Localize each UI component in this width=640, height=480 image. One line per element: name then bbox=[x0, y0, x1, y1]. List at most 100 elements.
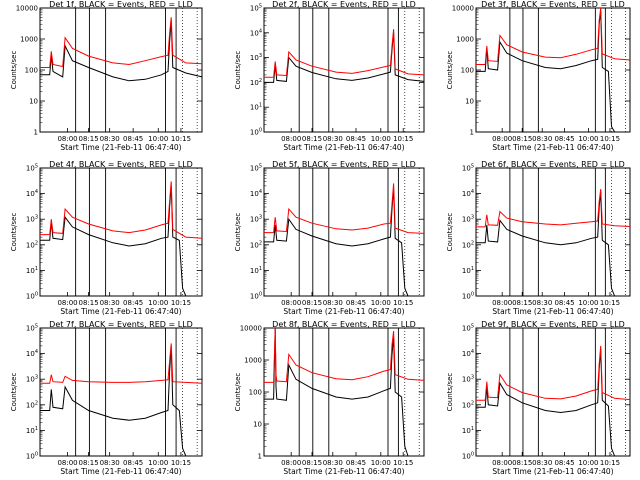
y-axis-label: Counts/sec bbox=[10, 213, 18, 252]
events-series-line bbox=[476, 10, 616, 133]
x-tick-label: 08:15 bbox=[302, 135, 322, 143]
x-tick-label: 08:45 bbox=[123, 459, 143, 467]
y-axis-label: Counts/sec bbox=[234, 213, 242, 252]
y-tick-label: 1000 bbox=[456, 36, 474, 44]
x-tick-label: 08:45 bbox=[554, 299, 574, 307]
y-tick-label: 1000 bbox=[244, 357, 262, 365]
y-tick-label: 103 bbox=[462, 375, 474, 384]
lld-series-line bbox=[264, 29, 425, 78]
x-tick-label: 10:00 bbox=[371, 459, 391, 467]
x-axis-label: Start Time (21-Feb-11 06:47:40) bbox=[283, 307, 404, 316]
y-tick-label: 100 bbox=[250, 128, 262, 137]
panel-6: 100 101 102 103 104 105 08:00 08:15 08:30 08:45 10… bbox=[446, 160, 631, 316]
panel-title: Det 6f, BLACK = Events, RED = LLD bbox=[481, 160, 625, 169]
panel-title: Det 1f, BLACK = Events, RED = LLD bbox=[49, 0, 193, 9]
y-tick-label: 100 bbox=[26, 292, 38, 301]
y-tick-label: 105 bbox=[26, 164, 38, 173]
x-tick-label: 10:15 bbox=[171, 299, 191, 307]
x-tick-label: 08:00 bbox=[281, 135, 301, 143]
x-tick-label: 08:00 bbox=[281, 459, 301, 467]
x-tick-label: 08:30 bbox=[100, 299, 120, 307]
x-tick-label: 10:15 bbox=[600, 299, 620, 307]
x-tick-label: 08:45 bbox=[123, 299, 143, 307]
x-tick-label: 10:00 bbox=[578, 459, 598, 467]
plot-frame bbox=[263, 327, 425, 457]
y-tick-label: 100 bbox=[249, 389, 262, 397]
x-tick-label: 08:00 bbox=[57, 459, 77, 467]
x-tick-label: 08:15 bbox=[302, 299, 322, 307]
x-axis-label: Start Time (21-Feb-11 06:47:40) bbox=[60, 307, 181, 316]
y-tick-label: 101 bbox=[250, 103, 262, 112]
plot-frame bbox=[39, 327, 203, 457]
x-tick-label: 08:00 bbox=[57, 135, 77, 143]
x-tick-label: 08:30 bbox=[532, 299, 552, 307]
y-tick-label: 1 bbox=[34, 129, 38, 137]
panel-title: Det 3f, BLACK = Events, RED = LLD bbox=[481, 0, 625, 9]
panel-9: 100 101 102 103 104 105 08:00 08:15 08:30 08:45 10… bbox=[446, 320, 631, 476]
x-tick-label: 08:45 bbox=[346, 459, 366, 467]
x-tick-label: 08:15 bbox=[79, 299, 99, 307]
y-tick-label: 100 bbox=[462, 292, 474, 301]
x-axis-label: Start Time (21-Feb-11 06:47:40) bbox=[492, 143, 613, 152]
x-axis-label: Start Time (21-Feb-11 06:47:40) bbox=[60, 143, 181, 152]
events-series-line bbox=[264, 327, 409, 457]
panel-title: Det 7f, BLACK = Events, RED = LLD bbox=[49, 320, 193, 329]
x-tick-label: 10:15 bbox=[393, 459, 413, 467]
lld-series-line bbox=[40, 181, 203, 239]
y-tick-label: 1000 bbox=[20, 36, 38, 44]
y-axis-label: Counts/sec bbox=[10, 373, 18, 412]
y-tick-label: 100 bbox=[462, 452, 474, 461]
x-tick-label: 08:00 bbox=[492, 135, 512, 143]
y-tick-label: 102 bbox=[250, 78, 262, 87]
plot-frame bbox=[263, 7, 425, 133]
lld-series-line bbox=[476, 345, 631, 401]
y-tick-label: 103 bbox=[26, 375, 38, 384]
panel-title: Det 4f, BLACK = Events, RED = LLD bbox=[49, 160, 193, 169]
y-tick-label: 105 bbox=[462, 164, 474, 173]
plot-frame bbox=[475, 327, 631, 457]
x-tick-label: 10:15 bbox=[393, 299, 413, 307]
x-tick-label: 10:15 bbox=[600, 135, 620, 143]
x-tick-label: 10:00 bbox=[148, 299, 168, 307]
y-tick-label: 101 bbox=[462, 266, 474, 275]
panel-title: Det 2f, BLACK = Events, RED = LLD bbox=[272, 0, 416, 9]
y-axis-label: Counts/sec bbox=[10, 51, 18, 90]
x-tick-label: 08:30 bbox=[323, 459, 343, 467]
panel-title: Det 9f, BLACK = Events, RED = LLD bbox=[481, 320, 625, 329]
y-tick-label: 101 bbox=[26, 266, 38, 275]
y-tick-label: 101 bbox=[462, 426, 474, 435]
y-tick-label: 104 bbox=[250, 28, 262, 37]
y-tick-label: 100 bbox=[461, 67, 474, 75]
y-tick-label: 102 bbox=[462, 400, 474, 409]
x-tick-label: 08:15 bbox=[512, 135, 532, 143]
y-tick-label: 1 bbox=[258, 453, 262, 461]
x-tick-label: 08:30 bbox=[100, 459, 120, 467]
y-tick-label: 104 bbox=[26, 349, 38, 358]
x-tick-label: 08:30 bbox=[532, 135, 552, 143]
panel-title: Det 5f, BLACK = Events, RED = LLD bbox=[272, 160, 416, 169]
events-series-line bbox=[476, 349, 616, 457]
x-axis-label: Start Time (21-Feb-11 06:47:40) bbox=[492, 307, 613, 316]
y-tick-label: 102 bbox=[462, 240, 474, 249]
lld-series-line bbox=[264, 327, 425, 383]
events-series-line bbox=[40, 345, 187, 457]
x-tick-label: 08:45 bbox=[346, 135, 366, 143]
plot-frame bbox=[475, 167, 631, 297]
events-series-line bbox=[264, 189, 409, 297]
x-tick-label: 08:15 bbox=[79, 459, 99, 467]
y-axis-label: Counts/sec bbox=[446, 51, 454, 90]
lld-series-line bbox=[40, 17, 203, 68]
y-tick-label: 105 bbox=[462, 324, 474, 333]
x-tick-label: 10:00 bbox=[371, 135, 391, 143]
x-tick-label: 10:00 bbox=[371, 299, 391, 307]
y-tick-label: 10 bbox=[29, 98, 38, 106]
plot-frame bbox=[263, 167, 425, 297]
plot-frame bbox=[39, 167, 203, 297]
y-tick-label: 10 bbox=[465, 98, 474, 106]
y-tick-label: 105 bbox=[26, 324, 38, 333]
panel-2: 100 101 102 103 104 105 08:00 08:15 08:30 08:45 10… bbox=[234, 0, 425, 152]
x-tick-label: 08:45 bbox=[123, 135, 143, 143]
x-tick-label: 10:00 bbox=[578, 299, 598, 307]
y-axis-label: Counts/sec bbox=[446, 213, 454, 252]
